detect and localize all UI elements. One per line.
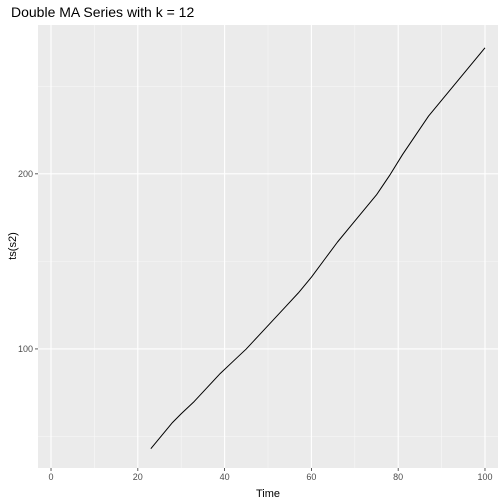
x-tick-label: 100	[477, 472, 492, 482]
x-tick-label: 80	[393, 472, 403, 482]
major-gridlines	[38, 25, 498, 468]
x-tick-label: 20	[133, 472, 143, 482]
tick-labels: 0 20 40 60 80 100 100 200	[18, 169, 493, 482]
x-tick-label: 40	[220, 472, 230, 482]
y-tick-label: 200	[18, 169, 33, 179]
chart-title: Double MA Series with k = 12	[11, 4, 194, 20]
y-axis-title: ts(s2)	[7, 232, 19, 260]
y-tick-label: 100	[18, 344, 33, 354]
x-tick-label: 0	[49, 472, 54, 482]
x-axis-title: Time	[256, 488, 280, 500]
x-tick-label: 60	[306, 472, 316, 482]
series-line	[150, 47, 486, 450]
minor-gridlines	[38, 25, 498, 468]
series-layer	[150, 47, 486, 450]
axis-ticks	[35, 173, 486, 471]
